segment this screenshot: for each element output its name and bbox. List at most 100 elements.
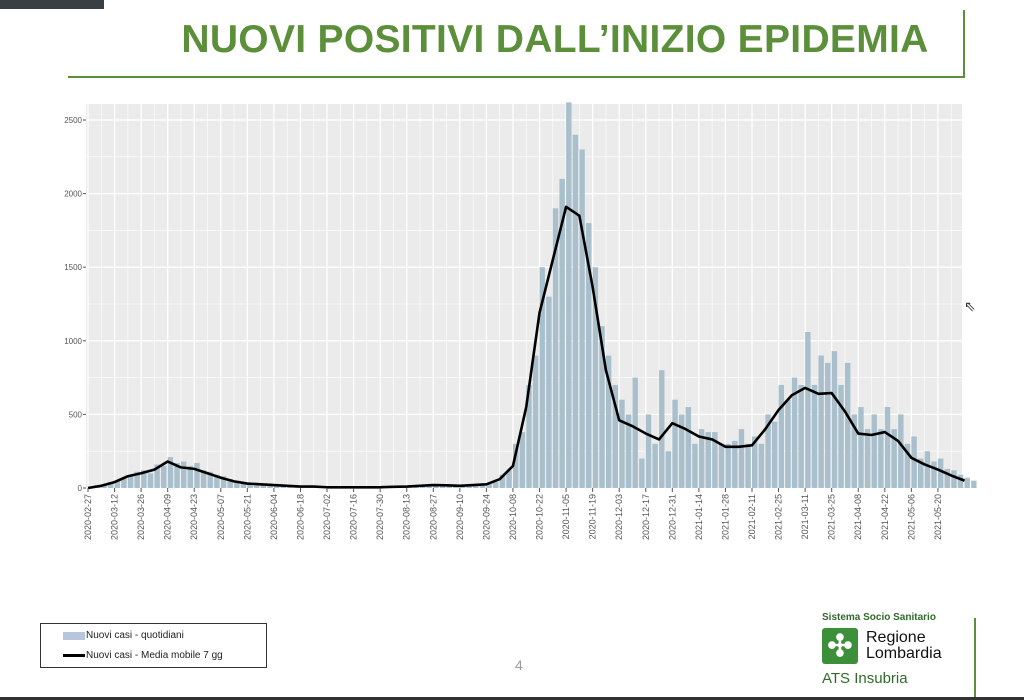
bar-daily-cases [871, 414, 877, 488]
legend-item-bars: Nuovi casi - quotidiani [63, 630, 184, 641]
bar-daily-cases [141, 470, 147, 488]
legend-item-line: Nuovi casi - Media mobile 7 gg [63, 650, 223, 661]
bar-daily-cases [937, 458, 944, 488]
x-tick-label: 2021-01-14 [694, 494, 704, 540]
bar-daily-cases [254, 483, 260, 488]
bar-daily-cases [214, 474, 220, 488]
legend-swatch-line [63, 654, 85, 657]
x-tick-label: 2021-03-11 [800, 494, 810, 539]
bar-daily-cases [944, 468, 950, 488]
moving-average-line [87, 205, 965, 490]
bar-daily-cases [971, 480, 977, 488]
x-tick-label: 2020-11-05 [561, 494, 571, 539]
chart-legend: Nuovi casi - quotidiani Nuovi casi - Med… [40, 623, 267, 668]
y-tick-label: 0 [78, 484, 83, 493]
bar-daily-cases [672, 399, 678, 488]
bar-daily-cases [924, 451, 931, 488]
x-tick-label: 2020-09-24 [481, 494, 491, 540]
bar-daily-cases [805, 331, 811, 488]
x-tick-label: 2020-07-16 [349, 494, 359, 540]
bar-daily-cases [592, 267, 599, 488]
bar-daily-cases [659, 370, 665, 488]
bar-daily-cases [194, 462, 200, 488]
x-tick-label: 2021-05-20 [933, 494, 943, 540]
x-tick-label: 2020-07-30 [375, 494, 385, 540]
bar-daily-cases [552, 208, 559, 488]
bar-daily-cases [234, 480, 240, 488]
x-tick-label: 2021-04-08 [853, 494, 863, 540]
bar-daily-cases [519, 432, 526, 488]
x-tick-label: 2021-01-28 [720, 494, 730, 540]
bar-daily-cases [884, 407, 891, 488]
lombardy-rose-icon: ✣ [822, 628, 858, 664]
regione-lombardia-logo: Sistema Socio Sanitario ✣ Regione Lombar… [822, 612, 972, 687]
bar-daily-cases [698, 429, 705, 488]
bar-daily-cases [678, 414, 685, 488]
bar-daily-cases [818, 355, 824, 488]
bar-daily-cases [798, 384, 804, 488]
bar-daily-cases [107, 482, 114, 488]
bar-daily-cases [811, 384, 818, 488]
bar-daily-cases [227, 479, 233, 488]
x-tick-label: 2020-12-31 [667, 494, 677, 540]
bar-daily-cases [951, 470, 957, 488]
bar-daily-cases [546, 296, 552, 488]
bar-daily-cases [831, 351, 838, 488]
title-divider [68, 76, 965, 78]
bar-daily-cases [247, 482, 253, 488]
bar-daily-cases [174, 462, 180, 488]
x-tick-label: 2021-03-25 [827, 494, 837, 540]
x-tick-label: 2020-10-22 [535, 494, 545, 540]
bar-daily-cases [512, 443, 519, 488]
bar-daily-cases [765, 414, 771, 488]
bar-daily-cases [752, 436, 758, 488]
bar-daily-cases [612, 384, 618, 488]
x-tick-label: 2020-03-12 [110, 494, 120, 540]
bar-daily-cases [957, 474, 964, 488]
bar-daily-cases [732, 440, 738, 488]
bar-daily-cases [745, 443, 751, 488]
x-tick-label: 2020-12-03 [614, 494, 624, 540]
logo-line2: Lombardia [866, 645, 942, 662]
bar-daily-cases [127, 474, 134, 488]
x-tick-label: 2020-06-18 [295, 494, 305, 540]
logo-ats: ATS Insubria [822, 670, 908, 687]
bar-daily-cases [572, 134, 579, 488]
bar-daily-cases [486, 483, 492, 488]
x-tick-label: 2020-02-27 [83, 494, 93, 540]
x-tick-label: 2021-02-25 [774, 494, 784, 540]
bar-daily-cases [878, 429, 884, 488]
x-tick-label: 2020-04-09 [163, 494, 173, 540]
bar-daily-cases [931, 461, 937, 488]
plot-panel [86, 104, 962, 488]
bar-daily-cases [479, 484, 486, 488]
bar-daily-cases [267, 484, 273, 488]
bar-daily-cases [493, 482, 499, 488]
bar-daily-cases [918, 458, 924, 488]
bar-daily-cases [825, 362, 831, 488]
x-tick-label: 2020-08-13 [402, 494, 412, 540]
bar-daily-cases [838, 384, 844, 488]
bar-daily-cases [147, 473, 154, 488]
bar-daily-cases [725, 443, 731, 488]
bar-daily-cases [121, 477, 127, 488]
footer-vertical-divider [974, 618, 976, 700]
bar-daily-cases [685, 407, 692, 488]
bar-daily-cases [240, 482, 247, 488]
bar-daily-cases [200, 470, 207, 488]
x-tick-label: 2020-05-07 [216, 494, 226, 540]
bar-daily-cases [652, 443, 658, 488]
bar-daily-cases [891, 429, 897, 488]
y-tick-label: 2000 [64, 190, 82, 199]
x-tick-label: 2021-05-06 [906, 494, 916, 540]
bar-daily-cases [579, 149, 585, 488]
x-tick-label: 2020-07-02 [322, 494, 332, 540]
window-top-bar [0, 0, 104, 9]
bar-daily-cases [161, 465, 167, 488]
x-tick-label: 2021-02-11 [747, 494, 757, 539]
bar-daily-cases [207, 471, 213, 488]
x-tick-label: 2020-09-10 [455, 494, 465, 540]
bar-daily-cases [851, 414, 858, 488]
legend-label-bars: Nuovi casi - quotidiani [86, 630, 184, 641]
bar-daily-cases [499, 474, 506, 488]
